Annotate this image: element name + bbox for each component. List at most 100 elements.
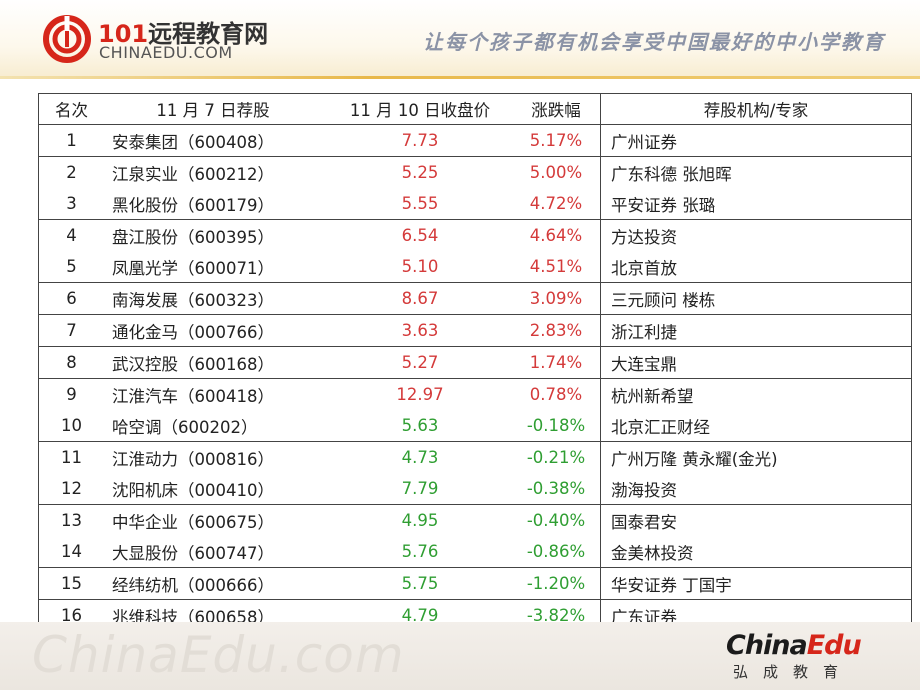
- cell-institution: 渤海投资: [600, 473, 912, 505]
- cell-rank: 9: [38, 378, 104, 410]
- cell-price: 5.27: [322, 346, 518, 379]
- table-row: 8 武汉控股（600168） 5.27 1.74% 大连宝鼎: [38, 346, 912, 379]
- column-header-institution: 荐股机构/专家: [600, 93, 912, 125]
- cell-price: 5.75: [322, 567, 518, 600]
- 101-ring-logo-icon: [43, 15, 91, 63]
- cell-rank: 4: [38, 219, 104, 251]
- cell-rank: 5: [38, 251, 104, 283]
- cell-stock: 大显股份（600747）: [104, 536, 322, 568]
- logo-wordmark: 101远程教育网: [98, 14, 268, 49]
- chinaedu-brand-logo: ChinaEdu: [726, 630, 876, 661]
- table-row: 12 沈阳机床（000410） 7.79 -0.38% 渤海投资: [38, 473, 912, 505]
- table-row: 4 盘江股份（600395） 6.54 4.64% 方达投资: [38, 219, 912, 251]
- cell-stock: 哈空调（600202）: [104, 410, 322, 442]
- cell-rank: 13: [38, 504, 104, 536]
- cell-change: 2.83%: [518, 314, 601, 347]
- cell-stock: 黑化股份（600179）: [104, 188, 322, 220]
- cell-rank: 11: [38, 441, 104, 473]
- cell-institution: 国泰君安: [600, 504, 912, 536]
- cell-rank: 8: [38, 346, 104, 379]
- cell-institution: 北京汇正财经: [600, 410, 912, 442]
- table-row: 14 大显股份（600747） 5.76 -0.86% 金美林投资: [38, 536, 912, 568]
- cell-change: -0.38%: [518, 473, 601, 505]
- table-row: 2 江泉实业（600212） 5.25 5.00% 广东科德 张旭晖: [38, 156, 912, 188]
- cell-price: 7.79: [322, 473, 518, 505]
- cell-institution: 大连宝鼎: [600, 346, 912, 379]
- cell-rank: 14: [38, 536, 104, 568]
- table-row: 1 安泰集团（600408） 7.73 5.17% 广州证券: [38, 124, 912, 157]
- cell-stock: 江泉实业（600212）: [112, 164, 274, 184]
- cell-rank: 2: [38, 156, 104, 188]
- cell-change: 5.00%: [518, 156, 601, 188]
- stock-recommendation-table: 名次 11 月 7 日荐股 11 月 10 日收盘价 涨跌幅 荐股机构/专家 1…: [38, 93, 912, 632]
- cell-institution: 金美林投资: [600, 536, 912, 568]
- table-row: 9 江淮汽车（600418） 12.97 0.78% 杭州新希望: [38, 378, 912, 410]
- table-row: 5 凤凰光学（600071） 5.10 4.51% 北京首放: [38, 251, 912, 283]
- cell-stock: 江淮动力（000816）: [112, 449, 274, 469]
- cell-institution: 广州万隆 黄永耀(金光): [600, 441, 912, 473]
- footer-watermark: ChinaEdu.com: [32, 626, 405, 684]
- table-row: 13 中华企业（600675） 4.95 -0.40% 国泰君安: [38, 504, 912, 536]
- table-row: 11 江淮动力（000816） 4.73 -0.21% 广州万隆 黄永耀(金光): [38, 441, 912, 473]
- cell-stock: 经纬纺机（000666）: [104, 567, 322, 600]
- table-row: 16 兆维科技（600658） 4.79 -3.82% 广东证券: [38, 599, 912, 632]
- logo-name: 远程教育网: [148, 20, 269, 48]
- column-header-change: 涨跌幅: [518, 93, 601, 125]
- cell-rank: 1: [38, 124, 104, 157]
- cell-price: 5.76: [322, 536, 518, 568]
- table-row: 10 哈空调（600202） 5.63 -0.18% 北京汇正财经: [38, 410, 912, 442]
- cell-price: 3.63: [322, 314, 518, 347]
- cell-institution: 平安证券 张璐: [600, 188, 912, 220]
- cell-price: 12.97: [396, 385, 444, 404]
- logo-domain: CHINAEDU.COM: [99, 43, 233, 62]
- cell-price: 8.67: [322, 282, 518, 315]
- cell-rank: 3: [38, 188, 104, 220]
- cell-rank: 15: [38, 567, 104, 600]
- cell-institution: 杭州新希望: [600, 378, 912, 410]
- cell-institution: 方达投资: [600, 219, 912, 251]
- cell-institution: 华安证券 丁国宇: [600, 567, 912, 600]
- table-row: 15 经纬纺机（000666） 5.75 -1.20% 华安证券 丁国宇: [38, 567, 912, 600]
- cell-change: 5.17%: [518, 124, 601, 157]
- cell-change: 4.72%: [518, 188, 601, 220]
- cell-change: 4.64%: [518, 219, 601, 251]
- cell-price: 5.10: [322, 251, 518, 283]
- cell-change: -0.18%: [518, 410, 601, 442]
- brand-part-edu: Edu: [806, 630, 862, 661]
- cell-institution: 广东科德 张旭晖: [600, 156, 912, 188]
- cell-stock: 沈阳机床（000410）: [104, 473, 322, 505]
- header-divider: [0, 76, 920, 79]
- brand-subtitle: 弘成教育: [733, 663, 854, 681]
- column-header-stock: 11 月 7 日荐股: [104, 93, 322, 125]
- recommendation-table-container: 名次 11 月 7 日荐股 11 月 10 日收盘价 涨跌幅 荐股机构/专家 1…: [38, 93, 912, 632]
- cell-change: 0.78%: [518, 378, 601, 410]
- cell-change: -0.86%: [518, 536, 601, 568]
- cell-stock: 安泰集团（600408）: [104, 124, 322, 157]
- cell-change: 4.51%: [518, 251, 601, 283]
- cell-stock: 南海发展（600323）: [104, 282, 322, 315]
- cell-stock: 凤凰光学（600071）: [104, 251, 322, 283]
- cell-change: -0.21%: [518, 441, 601, 473]
- cell-change: 1.74%: [518, 346, 601, 379]
- cell-price: 5.55: [322, 188, 518, 220]
- cell-price: 6.54: [401, 226, 439, 245]
- cell-institution: 三元顾问 楼栋: [600, 282, 912, 315]
- cell-stock: 江淮汽车（600418）: [112, 386, 274, 406]
- brand-part-china: China: [726, 630, 808, 661]
- cell-price: 7.73: [322, 124, 518, 157]
- table-row: 7 通化金马（000766） 3.63 2.83% 浙江利捷: [38, 314, 912, 347]
- cell-stock: 盘江股份（600395）: [112, 227, 274, 247]
- cell-stock: 中华企业（600675）: [112, 512, 274, 532]
- table-header-row: 名次 11 月 7 日荐股 11 月 10 日收盘价 涨跌幅 荐股机构/专家: [38, 93, 912, 125]
- cell-price: 5.25: [401, 163, 439, 182]
- cell-change: 3.09%: [518, 282, 601, 315]
- page-header: [0, 0, 920, 78]
- cell-price: 5.63: [322, 410, 518, 442]
- cell-institution: 广州证券: [600, 124, 912, 157]
- cell-institution: 浙江利捷: [600, 314, 912, 347]
- cell-stock: 通化金马（000766）: [104, 314, 322, 347]
- table-body: 1 安泰集团（600408） 7.73 5.17% 广州证券 2 江泉实业（600212） 5…: [38, 124, 912, 632]
- page-footer: [0, 622, 920, 690]
- cell-change: -1.20%: [518, 567, 601, 600]
- cell-institution: 北京首放: [600, 251, 912, 283]
